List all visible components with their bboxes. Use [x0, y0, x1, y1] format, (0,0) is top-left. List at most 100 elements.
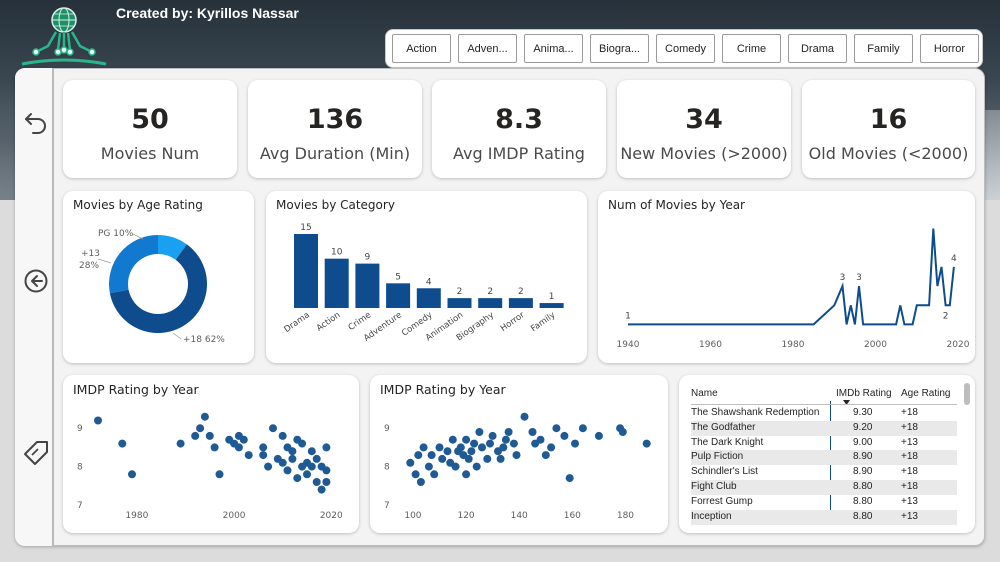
scatter-point[interactable]	[560, 431, 569, 440]
series-line[interactable]	[628, 228, 955, 326]
scatter-point[interactable]	[196, 424, 205, 433]
back-arrow-icon[interactable]	[23, 108, 49, 134]
scatter-point[interactable]	[205, 431, 214, 440]
scatter-point[interactable]	[128, 470, 136, 479]
slicer-button-horror[interactable]: Horror	[920, 34, 979, 63]
scatter-point[interactable]	[215, 470, 224, 479]
scatter-point[interactable]	[322, 443, 331, 452]
donut-slice-plus-18[interactable]	[109, 244, 207, 333]
bar-animation[interactable]	[447, 298, 472, 308]
scatter-point[interactable]	[303, 470, 311, 479]
tag-icon[interactable]	[23, 440, 49, 466]
scatter-point[interactable]	[618, 428, 627, 436]
column-header-name[interactable]: Name	[691, 388, 718, 399]
scatter-point[interactable]	[451, 462, 460, 471]
scatter-point[interactable]	[528, 428, 537, 436]
scatter-point[interactable]	[307, 447, 316, 456]
scatter-point[interactable]	[322, 478, 331, 486]
table-row[interactable]: Fight Club 8.80 +18	[691, 480, 957, 495]
scatter-point[interactable]	[467, 447, 476, 456]
scatter-point[interactable]	[565, 474, 574, 483]
scatter-point[interactable]	[478, 443, 486, 452]
table-row[interactable]: Forrest Gump 8.80 +13	[691, 495, 957, 510]
scatter-point[interactable]	[462, 470, 471, 479]
scatter-point[interactable]	[470, 439, 479, 448]
scatter-point[interactable]	[536, 435, 545, 444]
scatter-point[interactable]	[594, 431, 603, 440]
scatter-point[interactable]	[462, 435, 471, 444]
slicer-button-crime[interactable]: Crime	[722, 34, 781, 63]
scatter-point[interactable]	[547, 443, 556, 452]
scatter-point[interactable]	[191, 431, 200, 440]
scatter-point[interactable]	[406, 458, 415, 467]
scatter-point[interactable]	[504, 428, 513, 436]
scatter-point[interactable]	[642, 439, 651, 448]
slicer-button-comedy[interactable]: Comedy	[656, 34, 715, 63]
scatter-point[interactable]	[520, 412, 529, 421]
slicer-button-anima[interactable]: Anima...	[524, 34, 583, 63]
scatter-point[interactable]	[443, 447, 452, 456]
scatter-point[interactable]	[496, 454, 505, 463]
scatter-point[interactable]	[307, 462, 316, 471]
scatter-point[interactable]	[472, 462, 481, 471]
scatter-point[interactable]	[94, 416, 102, 425]
scatter-point[interactable]	[278, 431, 287, 440]
scatter-point[interactable]	[512, 451, 521, 460]
table-row[interactable]: Schindler's List 8.90 +18	[691, 465, 957, 480]
scatter-point[interactable]	[269, 424, 277, 433]
bar-adventure[interactable]	[386, 283, 411, 308]
bar-biography[interactable]	[478, 298, 503, 308]
scatter-point[interactable]	[259, 451, 268, 460]
table-row[interactable]: The Shawshank Redemption 9.30 +18	[691, 406, 957, 421]
slicer-button-biogra[interactable]: Biogra...	[590, 34, 649, 63]
slicer-button-adven[interactable]: Adven...	[458, 34, 517, 63]
table-row[interactable]: The Dark Knight 9.00 +13	[691, 436, 957, 451]
scatter-point[interactable]	[501, 435, 510, 444]
scatter-point[interactable]	[475, 428, 484, 436]
scatter-point[interactable]	[259, 443, 268, 452]
scatter-point[interactable]	[278, 458, 287, 467]
scatter-point[interactable]	[293, 474, 302, 483]
scatter-point[interactable]	[448, 435, 457, 444]
scatter-point[interactable]	[456, 443, 465, 452]
slicer-button-action[interactable]: Action	[392, 34, 451, 63]
bar-horror[interactable]	[508, 298, 533, 308]
scatter-point[interactable]	[541, 451, 550, 460]
scatter-point[interactable]	[414, 451, 423, 460]
scatter-point[interactable]	[298, 439, 307, 448]
scatter-point[interactable]	[176, 439, 185, 448]
scatter-point[interactable]	[312, 478, 321, 486]
scatter-point[interactable]	[509, 439, 518, 448]
circle-arrow-left-icon[interactable]	[23, 268, 49, 294]
column-header-age-rating[interactable]: Age Rating	[901, 388, 951, 399]
scatter-point[interactable]	[424, 462, 433, 471]
scatter-point[interactable]	[239, 435, 248, 444]
bar-drama[interactable]	[294, 234, 318, 308]
bar-crime[interactable]	[355, 263, 380, 308]
scatter-point[interactable]	[411, 470, 420, 479]
scatter-point[interactable]	[288, 454, 297, 463]
scatter-point[interactable]	[483, 454, 492, 463]
scatter-point[interactable]	[244, 451, 253, 460]
table-row[interactable]: The Godfather 9.20 +18	[691, 420, 957, 436]
scatter-point[interactable]	[200, 412, 209, 421]
scatter-point[interactable]	[416, 478, 425, 486]
scatter-point[interactable]	[464, 454, 473, 463]
scatter-point[interactable]	[488, 431, 497, 440]
donut-slice-plus-13[interactable]	[109, 235, 158, 294]
scatter-point[interactable]	[210, 443, 219, 452]
scatter-point[interactable]	[322, 466, 331, 475]
scatter-point[interactable]	[312, 454, 321, 463]
scatter-point[interactable]	[571, 439, 579, 448]
scatter-point[interactable]	[234, 443, 243, 452]
scatter-point[interactable]	[578, 424, 587, 433]
scatter-point[interactable]	[118, 439, 127, 448]
scatter-point[interactable]	[317, 485, 326, 494]
scatter-point[interactable]	[552, 424, 561, 433]
scatter-point[interactable]	[499, 443, 508, 452]
scatter-point[interactable]	[427, 451, 436, 460]
table-scrollbar[interactable]	[964, 383, 970, 405]
slicer-button-family[interactable]: Family	[854, 34, 913, 63]
scatter-point[interactable]	[430, 470, 439, 479]
donut-slice-pg[interactable]	[158, 235, 187, 260]
